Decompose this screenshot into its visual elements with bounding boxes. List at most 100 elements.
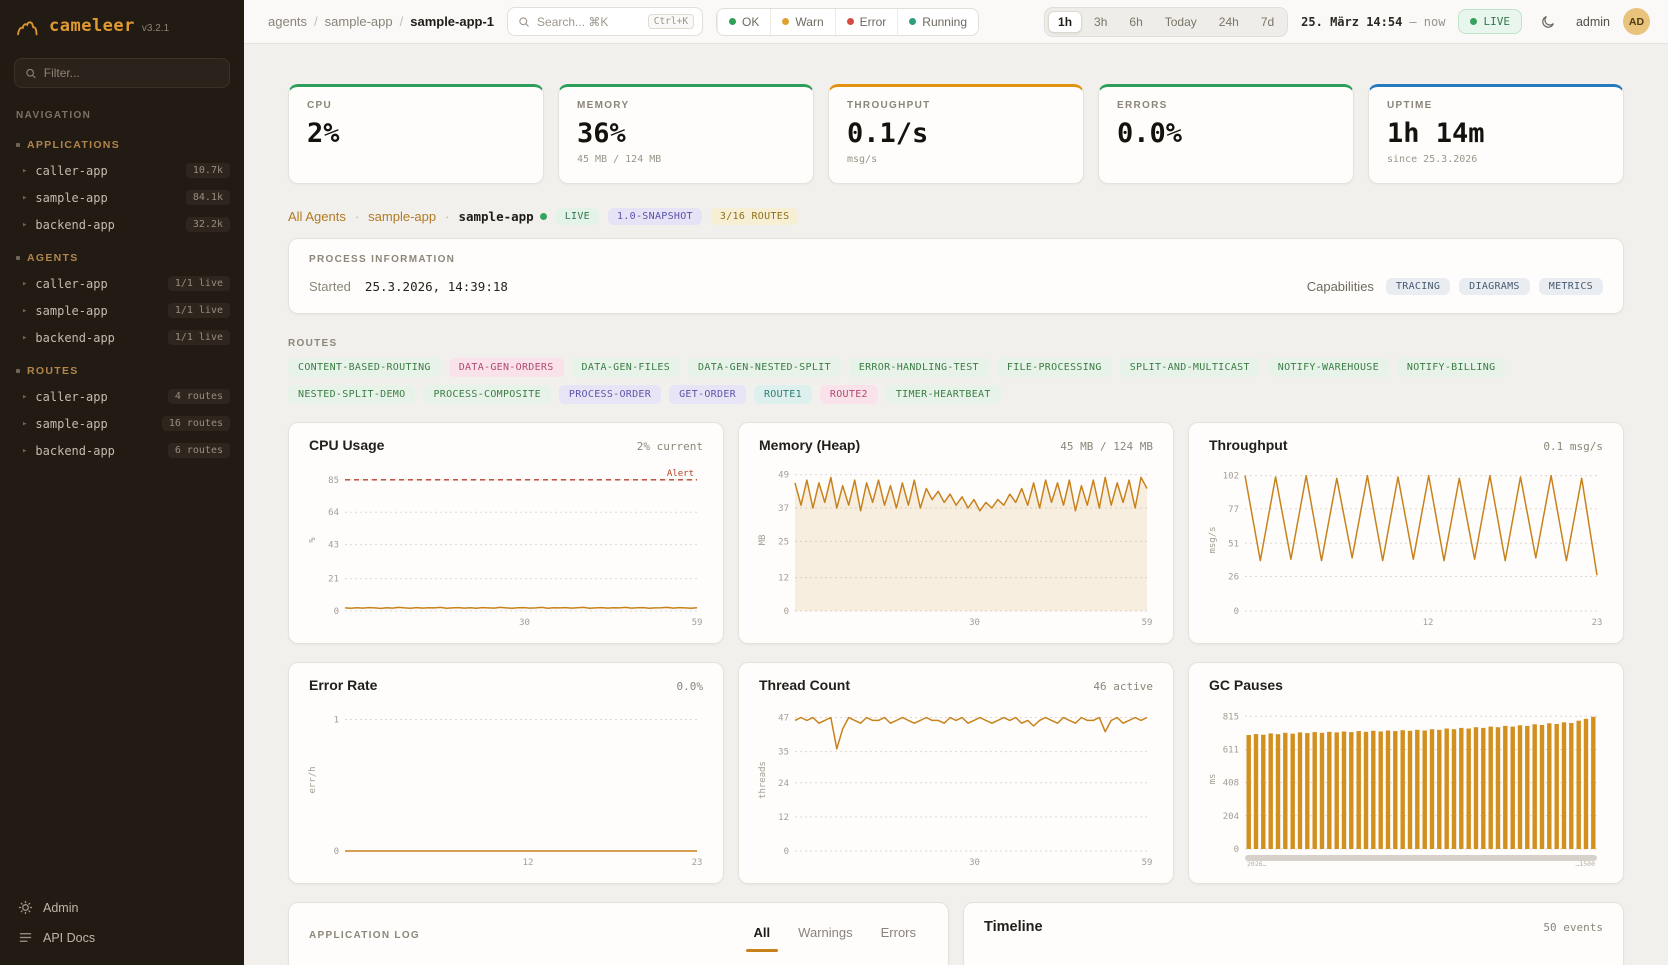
status-filter-chip[interactable]: Warn xyxy=(770,8,834,35)
log-tab[interactable]: All xyxy=(742,919,783,952)
time-range-button[interactable]: 3h xyxy=(1084,11,1117,33)
sidebar-item-application[interactable]: ▸ sample-app 84.1k xyxy=(0,184,244,211)
route-pill[interactable]: NOTIFY-WAREHOUSE xyxy=(1267,358,1389,377)
admin-link[interactable]: Admin xyxy=(18,900,226,915)
agent-badge: LIVE xyxy=(555,208,600,225)
breadcrumb-sample-app[interactable]: sample-app xyxy=(324,14,393,29)
svg-text:64: 64 xyxy=(328,508,339,518)
breadcrumb: agents / sample-app / sample-app-1 xyxy=(268,14,494,29)
thread-count-chart: 0 12 24 35 47 30 59 threads xyxy=(755,701,1157,869)
sidebar-item-agent[interactable]: ▸ caller-app 1/1 live xyxy=(0,270,244,297)
sidebar-item-label: caller-app xyxy=(35,163,108,178)
route-pill[interactable]: DATA-GEN-FILES xyxy=(571,358,681,377)
time-range-button[interactable]: Today xyxy=(1155,11,1207,33)
global-search[interactable]: Search... ⌘K Ctrl+K xyxy=(507,7,704,36)
live-toggle[interactable]: LIVE xyxy=(1458,9,1522,34)
status-filter-label: OK xyxy=(742,14,760,29)
search-placeholder: Search... ⌘K xyxy=(537,14,609,29)
sidebar-item-badge: 1/1 live xyxy=(167,276,230,291)
route-pill[interactable]: ROUTE1 xyxy=(753,385,812,404)
stat-cards-row: CPU 2% MEMORY 36% 45 MB / 124 MB THROUGH… xyxy=(288,84,1624,184)
log-tab[interactable]: Warnings xyxy=(798,925,853,940)
sidebar-item-application[interactable]: ▸ backend-app 32.2k xyxy=(0,211,244,238)
route-pill[interactable]: ERROR-HANDLING-TEST xyxy=(848,358,989,377)
sidebar-item-label: caller-app xyxy=(35,276,108,291)
svg-text:0: 0 xyxy=(784,847,789,857)
svg-text:…1500: …1500 xyxy=(1575,860,1595,867)
route-pill[interactable]: SPLIT-AND-MULTICAST xyxy=(1119,358,1260,377)
sidebar-item-route[interactable]: ▸ backend-app 6 routes xyxy=(0,437,244,464)
filter-input[interactable] xyxy=(43,66,219,80)
log-tabs: All Warnings Errors xyxy=(742,919,928,952)
route-pill[interactable]: DATA-GEN-NESTED-SPLIT xyxy=(688,358,841,377)
status-filter-chip[interactable]: OK xyxy=(717,8,770,35)
sidebar-item-application[interactable]: ▸ caller-app 10.7k xyxy=(0,157,244,184)
status-filter-chip[interactable]: Error xyxy=(834,8,898,35)
time-window[interactable]: 25. März 14:54 – now xyxy=(1301,15,1445,29)
svg-text:408: 408 xyxy=(1223,779,1239,789)
svg-text:611: 611 xyxy=(1223,746,1239,756)
chart-card-throughput: Throughput 0.1 msg/s 0 26 51 77 102 12 23 msg/s xyxy=(1188,422,1624,644)
time-range-button[interactable]: 1h xyxy=(1048,10,1083,33)
route-pill[interactable]: ROUTE2 xyxy=(819,385,878,404)
svg-text:204: 204 xyxy=(1223,812,1239,822)
section-title-agents[interactable]: AGENTS xyxy=(0,238,244,270)
breadcrumb-agents[interactable]: agents xyxy=(268,14,308,29)
api-docs-link[interactable]: API Docs xyxy=(18,930,226,945)
main-content: CPU 2% MEMORY 36% 45 MB / 124 MB THROUGH… xyxy=(244,44,1668,965)
capability-pill: TRACING xyxy=(1385,278,1451,295)
time-range-button[interactable]: 6h xyxy=(1119,11,1152,33)
status-filter-chip[interactable]: Running xyxy=(897,8,978,35)
section-title-applications[interactable]: APPLICATIONS xyxy=(0,125,244,157)
route-pill[interactable]: FILE-PROCESSING xyxy=(996,358,1112,377)
sidebar-filter[interactable] xyxy=(14,58,230,88)
route-pill[interactable]: GET-ORDER xyxy=(669,385,746,404)
section-bullet-icon xyxy=(16,256,20,260)
log-tab[interactable]: Errors xyxy=(880,925,916,940)
navigation-label: NAVIGATION xyxy=(16,110,92,121)
process-info-row: Started 25.3.2026, 14:39:18 Capabilities… xyxy=(309,278,1603,295)
chart-title: CPU Usage xyxy=(309,437,385,453)
all-agents-link[interactable]: All Agents xyxy=(288,209,346,224)
route-pill[interactable]: DATA-GEN-ORDERS xyxy=(448,358,564,377)
avatar[interactable]: AD xyxy=(1623,8,1650,35)
search-icon xyxy=(26,68,36,78)
dark-mode-toggle[interactable] xyxy=(1535,8,1563,36)
status-filter-label: Running xyxy=(922,14,967,29)
error-rate-chart: 0 1 12 23 err/h xyxy=(305,701,707,869)
route-pill[interactable]: TIMER-HEARTBEAT xyxy=(885,385,1001,404)
chevron-right-icon: ▸ xyxy=(22,219,28,230)
gear-icon xyxy=(18,900,33,915)
sidebar-item-label: sample-app xyxy=(35,190,108,205)
sidebar-item-route[interactable]: ▸ caller-app 4 routes xyxy=(0,383,244,410)
stat-card: UPTIME 1h 14m since 25.3.2026 xyxy=(1368,84,1624,184)
breadcrumb-separator: / xyxy=(314,14,318,29)
section-title-routes[interactable]: ROUTES xyxy=(0,351,244,383)
time-range-button[interactable]: 24h xyxy=(1209,11,1249,33)
section-applications: APPLICATIONS ▸ caller-app 10.7k ▸ sample… xyxy=(0,125,244,238)
chevron-right-icon: ▸ xyxy=(22,391,28,402)
agent-app-link[interactable]: sample-app xyxy=(368,209,437,224)
route-pill[interactable]: CONTENT-BASED-ROUTING xyxy=(288,358,441,377)
svg-text:102: 102 xyxy=(1223,472,1239,482)
sidebar-item-agent[interactable]: ▸ sample-app 1/1 live xyxy=(0,297,244,324)
sidebar-item-agent[interactable]: ▸ backend-app 1/1 live xyxy=(0,324,244,351)
route-pill[interactable]: PROCESS-COMPOSITE xyxy=(423,385,551,404)
svg-text:59: 59 xyxy=(692,618,703,627)
route-pill[interactable]: NESTED-SPLIT-DEMO xyxy=(288,385,416,404)
app-logo[interactable]: cameleer v3.2.1 xyxy=(0,0,244,48)
svg-text:0: 0 xyxy=(1234,845,1239,855)
section-bullet-icon xyxy=(16,369,20,373)
app-version: v3.2.1 xyxy=(141,23,170,34)
stat-label: THROUGHPUT xyxy=(847,100,931,111)
route-pill[interactable]: PROCESS-ORDER xyxy=(558,385,662,404)
chart-card-cpu-usage: CPU Usage 2% current 0 21 43 64 85 30 59% Alert xyxy=(288,422,724,644)
route-pill[interactable]: NOTIFY-BILLING xyxy=(1396,358,1506,377)
sidebar-item-route[interactable]: ▸ sample-app 16 routes xyxy=(0,410,244,437)
time-range-button[interactable]: 7d xyxy=(1251,11,1284,33)
chart-current-value: 0.0% xyxy=(676,680,704,693)
status-dot-icon xyxy=(846,18,854,25)
agent-badges: LIVE 1.0-SNAPSHOT 3/16 ROUTES xyxy=(555,208,799,225)
status-dot-icon xyxy=(782,18,790,25)
chart-current-value: 0.1 msg/s xyxy=(1543,440,1603,453)
